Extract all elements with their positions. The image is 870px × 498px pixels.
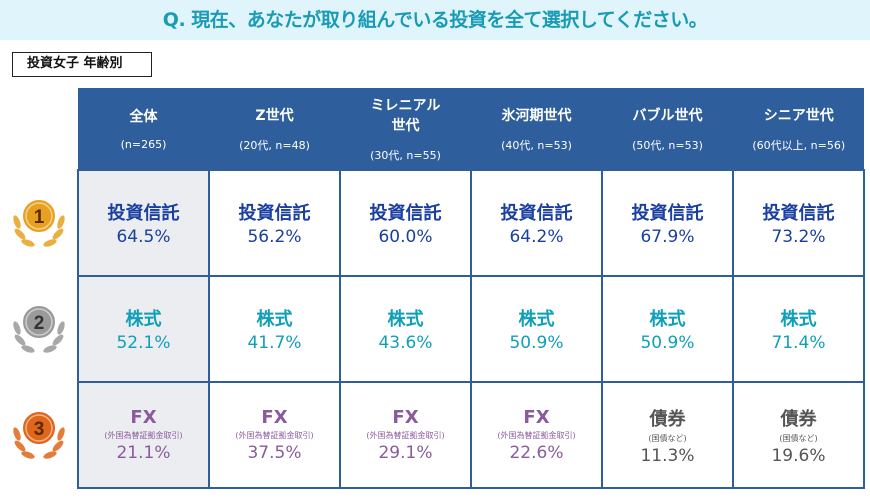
medal-rank-3-icon: 3 xyxy=(8,404,70,466)
column-name: Z世代 xyxy=(255,107,294,124)
investment-name: 投資信託 xyxy=(369,203,442,224)
rank-cell: 株式 41.7% xyxy=(208,275,341,383)
percentage: 21.1% xyxy=(116,443,171,463)
percentage: 43.6% xyxy=(378,333,433,353)
rank-cell: FX (外国為替証拠金取引) 21.1% xyxy=(77,381,210,489)
investment-name: FX xyxy=(392,407,419,428)
percentage: 71.4% xyxy=(771,333,826,353)
rank-cell: 投資信託 73.2% xyxy=(732,169,865,277)
rank-cell: 株式 50.9% xyxy=(601,275,734,383)
rank-cell: 投資信託 64.2% xyxy=(470,169,603,277)
medal-rank-number: 2 xyxy=(34,313,45,334)
percentage: 56.2% xyxy=(247,227,302,247)
medal-rank-number: 1 xyxy=(34,207,45,228)
investment-name: FX xyxy=(523,407,550,428)
column-header: 氷河期世代 (40代, n=53) xyxy=(470,88,602,170)
percentage: 19.6% xyxy=(771,445,826,466)
investment-name: 株式 xyxy=(518,309,555,330)
rank-row: FX (外国為替証拠金取引) 21.1% FX (外国為替証拠金取引) 37.5% FX (外… xyxy=(77,381,865,489)
column-sample: (n=265) xyxy=(120,138,167,151)
investment-name: 投資信託 xyxy=(238,203,311,224)
rank-cell: FX (外国為替証拠金取引) 37.5% xyxy=(208,381,341,489)
percentage: 29.1% xyxy=(378,443,433,463)
percentage: 22.6% xyxy=(509,443,564,463)
column-sample: (50代, n=53) xyxy=(632,138,703,152)
investment-name: 債券 xyxy=(780,408,817,430)
investment-name: 株式 xyxy=(256,309,293,330)
investment-name: 投資信託 xyxy=(762,203,835,224)
column-header: Z世代 (20代, n=48) xyxy=(208,88,340,170)
investment-name: FX xyxy=(261,407,288,428)
rank-cell: 株式 43.6% xyxy=(339,275,472,383)
investment-note: (外国為替証拠金取引) xyxy=(104,431,183,440)
rank-cell: 株式 50.9% xyxy=(470,275,603,383)
column-name: シニア世代 xyxy=(763,107,834,124)
investment-name: 株式 xyxy=(125,309,162,330)
investment-note: (外国為替証拠金取引) xyxy=(497,431,576,440)
segment-label: 投資女子 年齢別 xyxy=(12,52,152,77)
investment-name: 株式 xyxy=(780,309,817,330)
column-header: シニア世代 (60代以上, n=56) xyxy=(732,88,864,170)
rank-cell: 投資信託 60.0% xyxy=(339,169,472,277)
investment-name: 投資信託 xyxy=(500,203,573,224)
percentage: 64.5% xyxy=(116,227,171,247)
rank-cell: FX (外国為替証拠金取引) 22.6% xyxy=(470,381,603,489)
rank-row: 株式 52.1% 株式 41.7% 株式 43.6% 株式 50.9% 株式 50.9% 株式 71.… xyxy=(77,275,865,383)
rank-cell: FX (外国為替証拠金取引) 29.1% xyxy=(339,381,472,489)
medal-rank-2-icon: 2 xyxy=(8,298,70,360)
column-name: 全体 xyxy=(129,109,158,125)
column-sample: (20代, n=48) xyxy=(239,138,310,152)
percentage: 37.5% xyxy=(247,443,302,463)
percentage: 41.7% xyxy=(247,333,302,353)
column-sample: (60代以上, n=56) xyxy=(752,138,846,152)
rank-cell: 株式 52.1% xyxy=(77,275,210,383)
rank-cell: 債券 (国債など) 19.6% xyxy=(732,381,865,489)
investment-note: (国債など) xyxy=(779,433,818,443)
rank-row: 投資信託 64.5% 投資信託 56.2% 投資信託 60.0% 投資信託 64.2% 投資信託… xyxy=(77,169,865,277)
ranking-table: 全体 (n=265) Z世代 (20代, n=48) ミレニアル 世代 (30代, n=55… xyxy=(77,88,865,489)
investment-note: (国債など) xyxy=(648,433,687,443)
percentage: 73.2% xyxy=(771,227,826,247)
column-header: ミレニアル 世代 (30代, n=55) xyxy=(339,88,471,170)
percentage: 60.0% xyxy=(378,227,433,247)
percentage: 11.3% xyxy=(640,445,695,466)
investment-name: 投資信託 xyxy=(107,203,180,224)
percentage: 52.1% xyxy=(116,333,171,353)
column-header: バブル世代 (50代, n=53) xyxy=(601,88,733,170)
column-name: バブル世代 xyxy=(632,107,703,124)
rank-cell: 投資信託 56.2% xyxy=(208,169,341,277)
column-sample: (30代, n=55) xyxy=(370,148,441,162)
investment-name: FX xyxy=(130,407,157,428)
rank-cell: 株式 71.4% xyxy=(732,275,865,383)
percentage: 50.9% xyxy=(640,333,695,353)
column-sample: (40代, n=53) xyxy=(501,138,572,152)
percentage: 64.2% xyxy=(509,227,564,247)
percentage: 50.9% xyxy=(509,333,564,353)
investment-note: (外国為替証拠金取引) xyxy=(235,431,314,440)
investment-name: 債券 xyxy=(649,408,686,430)
rank-cell: 投資信託 67.9% xyxy=(601,169,734,277)
investment-note: (外国為替証拠金取引) xyxy=(366,431,445,440)
question-title: Q. 現在、あなたが取り組んでいる投資を全て選択してください。 xyxy=(0,0,870,40)
rank-cell: 投資信託 64.5% xyxy=(77,169,210,277)
percentage: 67.9% xyxy=(640,227,695,247)
column-name: 氷河期世代 xyxy=(501,107,572,124)
column-header: 全体 (n=265) xyxy=(77,88,209,170)
medal-rank-1-icon: 1 xyxy=(8,192,70,254)
rank-cell: 債券 (国債など) 11.3% xyxy=(601,381,734,489)
investment-name: 株式 xyxy=(649,309,686,330)
investment-name: 投資信託 xyxy=(631,203,704,224)
investment-name: 株式 xyxy=(387,309,424,330)
medal-rank-number: 3 xyxy=(34,419,45,440)
column-name: ミレニアル 世代 xyxy=(370,97,441,134)
